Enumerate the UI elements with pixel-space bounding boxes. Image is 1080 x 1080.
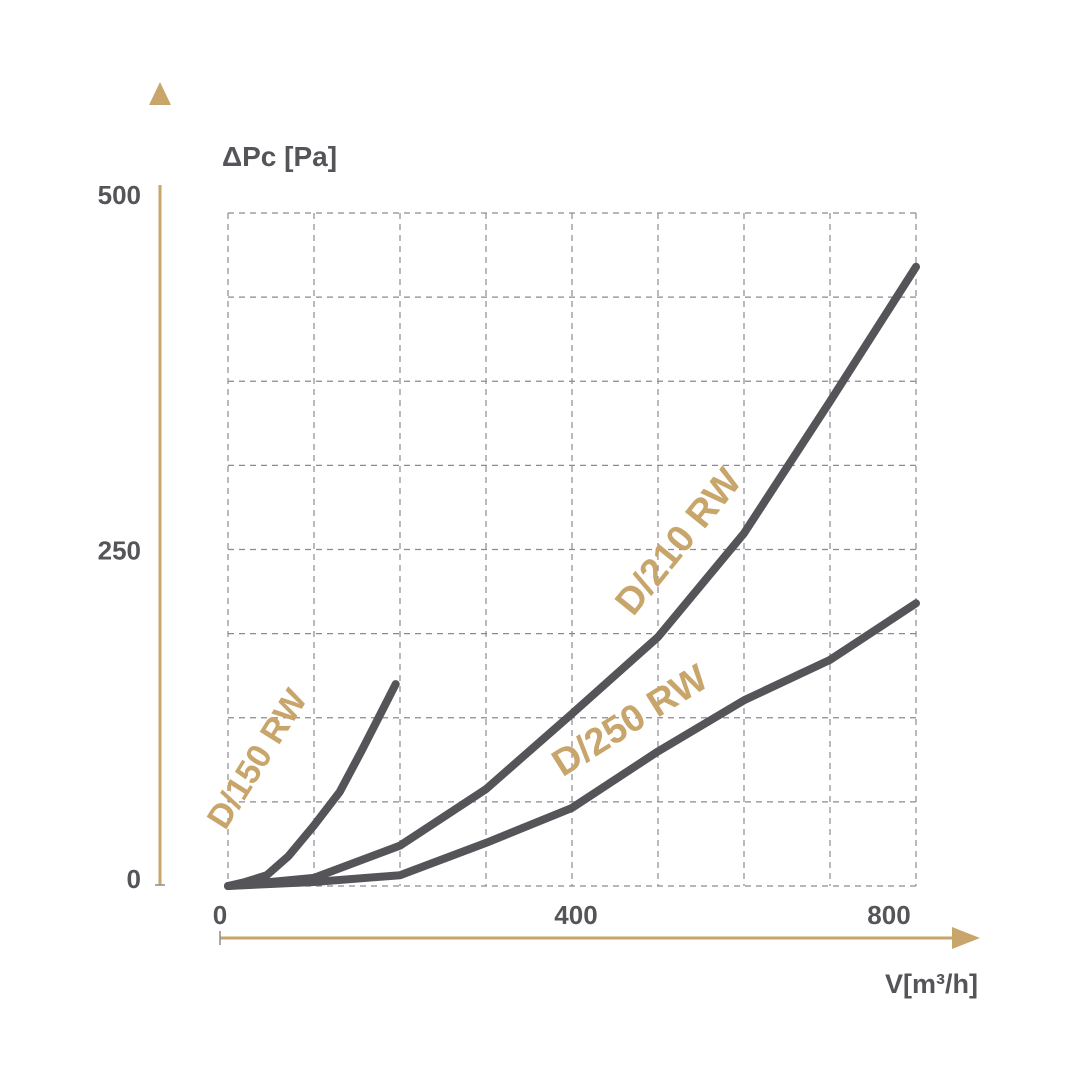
x-axis-arrow bbox=[952, 927, 980, 949]
y-axis-label: ΔPc [Pa] bbox=[222, 141, 337, 172]
grid bbox=[227, 212, 917, 887]
x-tick-label: 0 bbox=[213, 900, 227, 930]
axes bbox=[149, 82, 980, 949]
tick-labels: 0 250 500 0 400 800 bbox=[98, 180, 911, 930]
y-tick-label: 250 bbox=[98, 536, 141, 566]
y-axis-arrow bbox=[149, 82, 171, 105]
y-tick-label: 0 bbox=[127, 864, 141, 894]
series-label-1: D/150 RW bbox=[200, 682, 315, 835]
series-line-2 bbox=[224, 262, 920, 890]
x-tick-label: 800 bbox=[867, 900, 910, 930]
series-labels: D/150 RWD/210 RWD/250 RW bbox=[200, 461, 750, 836]
x-tick-label: 400 bbox=[554, 900, 597, 930]
series-line-3 bbox=[224, 599, 920, 890]
x-axis-label: V[m³/h] bbox=[885, 969, 978, 999]
series-label-2: D/210 RW bbox=[608, 461, 751, 623]
y-tick-label: 500 bbox=[98, 180, 141, 210]
series bbox=[224, 262, 920, 890]
